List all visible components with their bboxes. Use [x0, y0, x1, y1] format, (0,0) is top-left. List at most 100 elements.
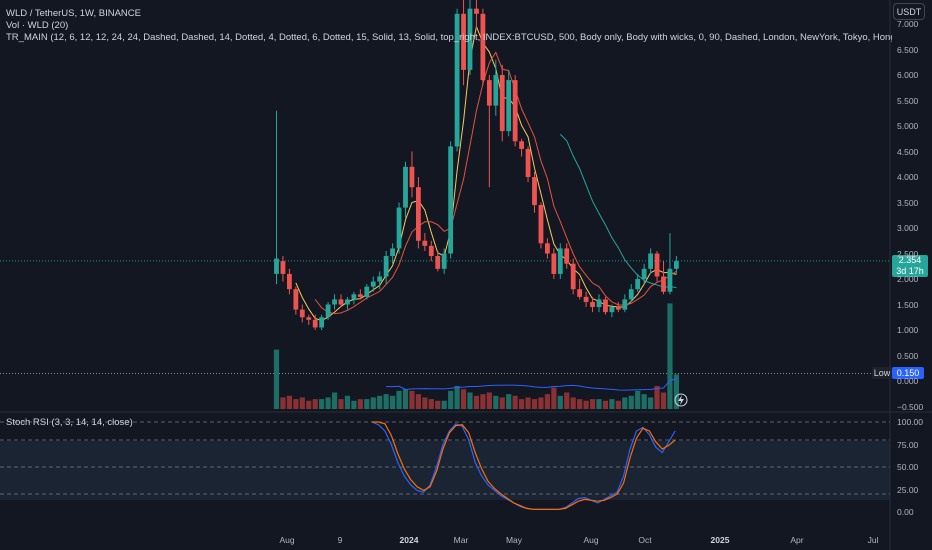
volume-bar: [628, 395, 634, 409]
candle-body: [332, 299, 337, 305]
stoch-tick-label: 50.00: [897, 462, 919, 472]
candle-body: [299, 309, 305, 318]
volume-bar: [654, 385, 660, 409]
volume-legend[interactable]: Vol · WLD (20): [6, 20, 69, 31]
candle-body: [454, 13, 460, 147]
stoch-rsi-legend[interactable]: Stoch RSI (3, 3, 14, 14, close): [6, 417, 133, 428]
candle-body: [467, 8, 473, 70]
volume-bar: [641, 394, 647, 409]
volume-bar: [519, 399, 525, 409]
volume-bar: [506, 394, 512, 409]
volume-bar: [551, 387, 557, 409]
volume-bar: [331, 392, 338, 409]
volume-bar: [564, 392, 570, 409]
candle-body: [493, 75, 499, 106]
symbol-legend[interactable]: WLD / TetherUS, 1W, BINANCE: [6, 8, 141, 19]
stoch-d-line: [372, 421, 676, 510]
volume-bar: [473, 395, 480, 409]
time-tick-label: Mar: [453, 535, 469, 545]
replay-icon-ring: [674, 393, 688, 407]
volume-bar: [460, 389, 467, 409]
volume-bar: [370, 397, 376, 409]
volume-bar: [538, 397, 544, 409]
volume-bar: [531, 399, 538, 409]
volume-bar: [602, 400, 609, 409]
candle-body: [603, 299, 608, 313]
candle-body: [480, 13, 486, 81]
volume-bar: [635, 390, 641, 409]
candle-body: [641, 268, 647, 279]
time-tick-label: Aug: [583, 535, 599, 545]
candle-body: [390, 248, 395, 257]
replay-icon: [674, 393, 688, 407]
volume-bar: [467, 392, 473, 409]
volume-bar: [396, 390, 402, 409]
currency-button[interactable]: USDT: [893, 3, 925, 20]
stoch-tick-label: 0.00: [897, 507, 914, 517]
candle-body: [512, 80, 518, 142]
candle-body: [351, 294, 357, 300]
candle-body: [448, 146, 454, 254]
candle-body: [338, 299, 344, 305]
last-price-tag: 2.354 3d 17h: [892, 255, 928, 277]
candle-body: [461, 13, 466, 70]
candle-body: [648, 253, 653, 269]
volume-bar: [415, 394, 421, 409]
price-tick-label: 6.000: [897, 70, 919, 80]
candle-body: [525, 148, 531, 177]
price-tick-label: 1.000: [897, 325, 919, 335]
candle-body: [661, 276, 666, 292]
candle-body: [577, 289, 583, 297]
candle-body: [280, 261, 286, 274]
candle-body: [654, 253, 660, 277]
volume-bar: [615, 400, 621, 409]
candle-body: [364, 286, 370, 297]
candle-body: [590, 301, 595, 308]
time-tick-label: Jul: [867, 535, 879, 545]
candle-body: [474, 8, 479, 14]
candle-body: [499, 75, 505, 132]
volume-bar: [364, 399, 370, 409]
volume-bar: [422, 397, 428, 409]
volume-ma-line: [386, 378, 677, 391]
candle-body: [377, 276, 383, 282]
stoch-tick-label: 25.00: [897, 484, 919, 495]
volume-bar: [306, 400, 312, 409]
candle-body: [441, 253, 447, 269]
volume-bar: [377, 395, 383, 409]
indicator-legend[interactable]: TR_MAIN (12, 6, 12, 12, 24, 24, Dashed, …: [6, 32, 892, 43]
candle-body: [319, 317, 325, 328]
volume-bar: [667, 303, 673, 409]
volume-layer: [273, 303, 679, 409]
volume-bar: [448, 390, 454, 409]
stoch-band: [0, 441, 890, 500]
candle-body: [532, 177, 537, 206]
candle-body: [435, 256, 441, 269]
candle-body: [538, 205, 544, 244]
volume-bar: [660, 392, 667, 409]
price-tick-label: 5.000: [897, 121, 919, 131]
moving-averages-layer: [295, 24, 677, 321]
time-tick-label: 2025: [710, 535, 730, 545]
price-tick-label: 3.500: [897, 197, 919, 208]
price-tick-label: 6.500: [897, 44, 919, 55]
ma-long-line: [559, 133, 677, 288]
candle-body: [506, 80, 512, 132]
volume-bar: [499, 397, 505, 409]
volume-bar: [493, 395, 499, 409]
volume-bar: [589, 399, 596, 409]
candle-body: [357, 294, 363, 297]
ma-slow-line: [314, 51, 677, 315]
candle-body: [293, 289, 299, 310]
candle-body: [609, 307, 615, 313]
price-tick-label: 0.500: [897, 350, 919, 361]
time-tick-label: Apr: [790, 535, 804, 545]
candle-body: [409, 166, 415, 188]
volume-bar: [454, 385, 460, 409]
volume-bar: [351, 400, 357, 409]
volume-bar: [299, 397, 305, 409]
volume-bar: [325, 397, 331, 409]
volume-bar: [293, 399, 299, 409]
